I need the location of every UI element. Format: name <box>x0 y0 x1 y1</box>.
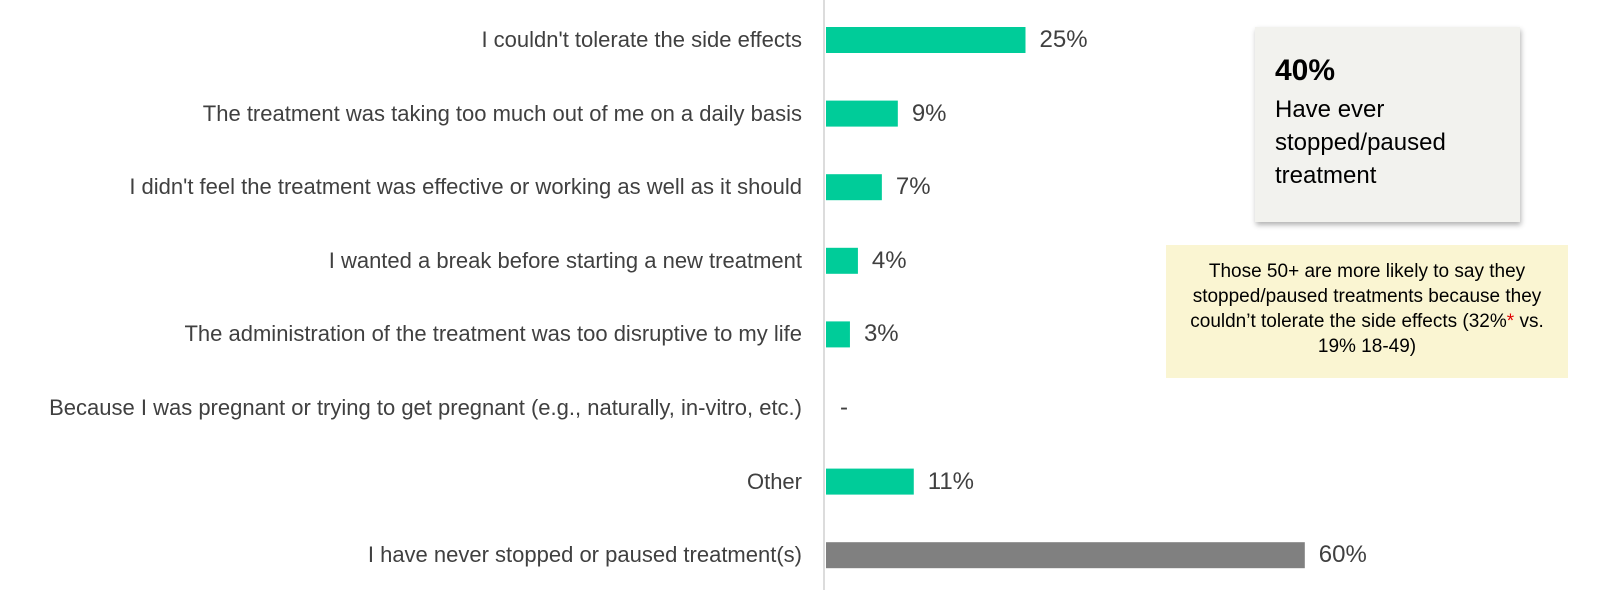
note-box: Those 50+ are more likely to say they st… <box>1166 245 1568 378</box>
callout-text: Have ever stopped/paused treatment <box>1275 96 1446 189</box>
category-label: I didn't feel the treatment was effectiv… <box>129 174 802 200</box>
value-label: 11% <box>927 467 975 495</box>
bar <box>826 542 1305 569</box>
bar <box>826 100 898 127</box>
callout-value: 40% <box>1275 54 1336 87</box>
category-label: I wanted a break before starting a new t… <box>328 247 802 273</box>
bar <box>826 321 850 348</box>
value-label: 60% <box>1318 541 1367 569</box>
category-label: I couldn't tolerate the side effects <box>481 27 802 52</box>
category-label: The administration of the treatment was … <box>184 321 802 347</box>
category-label: The treatment was taking too much out of… <box>202 100 802 126</box>
bar <box>826 468 914 495</box>
value-label: - <box>840 394 848 421</box>
value-label: 9% <box>911 99 947 127</box>
note-marker: * <box>1506 311 1515 332</box>
bar <box>826 247 858 274</box>
category-label: Because I was pregnant or trying to get … <box>49 395 802 420</box>
category-label: Other <box>746 468 802 494</box>
value-label: 4% <box>871 246 907 274</box>
bar <box>826 174 882 201</box>
bar <box>826 27 1026 53</box>
value-label: 3% <box>863 320 899 348</box>
note-text: vs. 19% 18-49) <box>1317 311 1544 357</box>
category-label: I have never stopped or paused treatment… <box>367 542 802 568</box>
note-text: Those 50+ are more likely to say they st… <box>1190 261 1542 332</box>
callout-box: 40% Have ever stopped/paused treatment <box>1255 27 1520 222</box>
value-label: 7% <box>895 173 931 201</box>
value-label: 25% <box>1039 26 1088 53</box>
